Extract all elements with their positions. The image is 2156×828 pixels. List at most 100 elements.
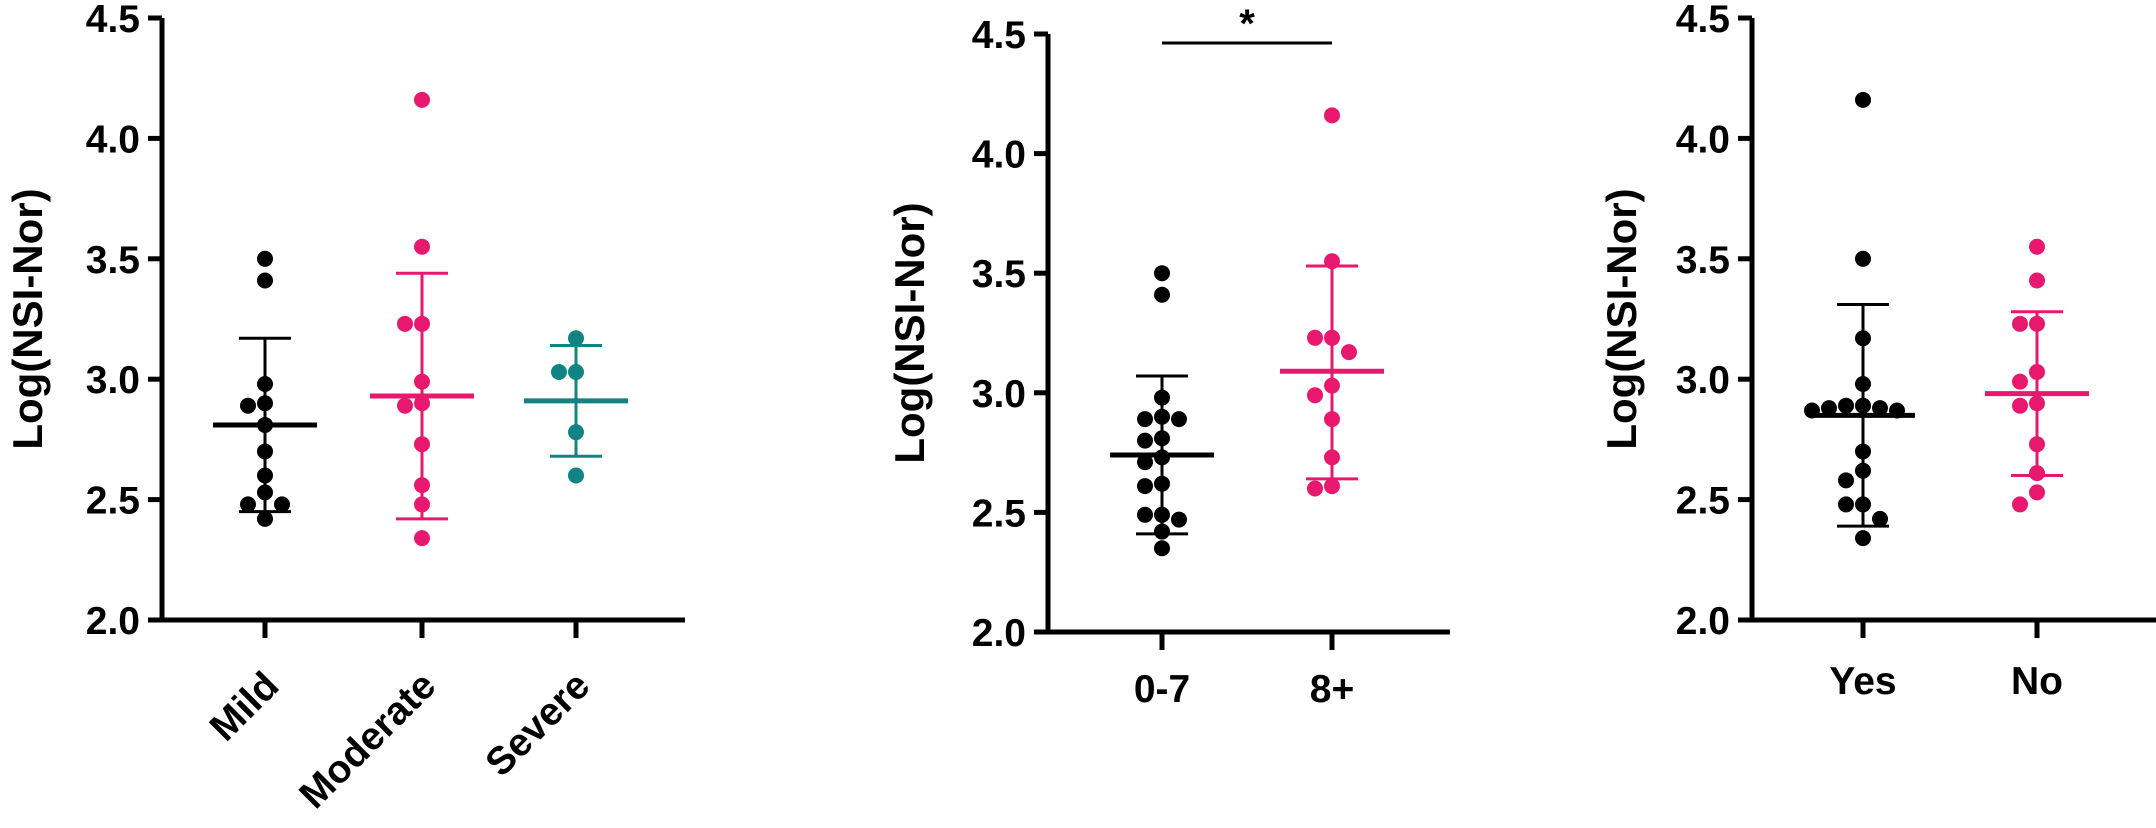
data-point bbox=[2029, 465, 2045, 482]
data-point bbox=[257, 250, 273, 267]
data-point bbox=[1855, 330, 1871, 347]
data-point bbox=[2029, 395, 2045, 412]
y-tick-label: 3.0 bbox=[86, 359, 140, 402]
data-point bbox=[240, 397, 256, 414]
y-tick-label: 2.5 bbox=[1676, 480, 1730, 523]
data-point bbox=[240, 496, 256, 513]
data-point bbox=[568, 467, 584, 484]
data-point bbox=[257, 467, 273, 484]
data-point bbox=[1821, 400, 1837, 417]
data-point bbox=[1855, 91, 1871, 108]
y-axis-label: Log(NSI-Nor) bbox=[4, 188, 51, 449]
data-point bbox=[1154, 389, 1170, 406]
data-point bbox=[551, 363, 567, 380]
data-point bbox=[1154, 506, 1170, 523]
data-point bbox=[2012, 373, 2028, 390]
data-point bbox=[414, 373, 430, 390]
data-point bbox=[414, 91, 430, 108]
data-point bbox=[2029, 238, 2045, 255]
y-tick-label: 4.5 bbox=[86, 0, 140, 41]
data-point bbox=[1307, 480, 1323, 497]
y-tick-label: 4.5 bbox=[1676, 0, 1730, 41]
data-point bbox=[1154, 430, 1170, 447]
data-point bbox=[1855, 462, 1871, 479]
data-point bbox=[397, 397, 413, 414]
data-point bbox=[568, 330, 584, 347]
data-point bbox=[1341, 344, 1357, 361]
data-point bbox=[1872, 510, 1888, 527]
y-tick-label: 4.0 bbox=[1676, 118, 1730, 161]
data-point bbox=[1855, 376, 1871, 393]
data-point bbox=[2029, 484, 2045, 501]
data-point bbox=[1154, 523, 1170, 540]
significance-label: * bbox=[1239, 2, 1255, 46]
y-tick-label: 2.0 bbox=[972, 612, 1026, 655]
y-tick-label: 3.5 bbox=[1676, 239, 1730, 282]
data-point bbox=[1855, 530, 1871, 547]
data-point bbox=[414, 496, 430, 513]
category-label: 0-7 bbox=[1134, 668, 1190, 711]
y-tick-label: 4.5 bbox=[972, 14, 1026, 57]
category-label: Moderate bbox=[291, 664, 444, 817]
data-point bbox=[2012, 496, 2028, 513]
data-point bbox=[1324, 253, 1340, 270]
category-label: No bbox=[2011, 660, 2063, 703]
category-label: Mild bbox=[202, 664, 288, 750]
data-point bbox=[1324, 107, 1340, 124]
y-tick-label: 3.5 bbox=[86, 239, 140, 282]
y-axis-label: Log(NSI-Nor) bbox=[1598, 188, 1645, 449]
y-tick-label: 3.5 bbox=[972, 253, 1026, 296]
data-point bbox=[1855, 496, 1871, 513]
data-point bbox=[568, 363, 584, 380]
data-point bbox=[1838, 496, 1854, 513]
data-point bbox=[1838, 397, 1854, 414]
panel-yes-no: 2.0 2.5 3.0 3.5 4.0 4.5 Log(NSI-Nor) Yes No bbox=[1598, 0, 2156, 703]
data-point bbox=[1855, 397, 1871, 414]
data-point bbox=[1137, 454, 1153, 471]
data-point bbox=[1324, 478, 1340, 495]
data-point bbox=[2029, 363, 2045, 380]
data-point bbox=[1324, 449, 1340, 466]
panel-severity: 2.0 2.5 3.0 3.5 4.0 4.5 Log(NSI-Nor) Mild Modera… bbox=[4, 0, 685, 817]
data-point bbox=[1171, 411, 1187, 428]
data-point bbox=[2012, 397, 2028, 414]
data-point bbox=[257, 272, 273, 289]
data-point bbox=[274, 496, 290, 513]
data-point bbox=[1307, 329, 1323, 346]
data-point bbox=[2029, 315, 2045, 332]
data-point bbox=[1137, 411, 1153, 428]
data-point bbox=[1137, 432, 1153, 449]
data-point bbox=[414, 395, 430, 412]
data-point bbox=[257, 484, 273, 501]
y-tick-label: 2.0 bbox=[1676, 600, 1730, 643]
data-point bbox=[1154, 475, 1170, 492]
y-tick-label: 2.0 bbox=[86, 600, 140, 643]
data-point bbox=[1137, 478, 1153, 495]
data-point bbox=[414, 315, 430, 332]
data-point bbox=[414, 436, 430, 453]
y-axis-label: Log(NSI-Nor) bbox=[886, 202, 933, 463]
category-label: Severe bbox=[477, 664, 598, 785]
y-tick-label: 3.0 bbox=[972, 373, 1026, 416]
data-point bbox=[1171, 511, 1187, 528]
data-point bbox=[1324, 411, 1340, 428]
data-point bbox=[257, 395, 273, 412]
y-tick-label: 3.0 bbox=[1676, 359, 1730, 402]
data-point bbox=[257, 376, 273, 393]
panel-symptom-count: 2.0 2.5 3.0 3.5 4.0 4.5 Log(NSI-Nor) 0-7 8+ * bbox=[886, 2, 1450, 711]
data-point bbox=[1307, 387, 1323, 404]
y-tick-label: 2.5 bbox=[972, 492, 1026, 535]
data-point bbox=[414, 477, 430, 494]
data-point bbox=[568, 424, 584, 441]
data-point bbox=[257, 510, 273, 527]
y-tick-label: 4.0 bbox=[972, 134, 1026, 177]
data-point bbox=[397, 315, 413, 332]
data-point bbox=[1324, 377, 1340, 394]
data-point bbox=[414, 530, 430, 547]
data-point bbox=[1154, 408, 1170, 425]
data-point bbox=[1324, 329, 1340, 346]
y-tick-label: 4.0 bbox=[86, 118, 140, 161]
data-point bbox=[1855, 443, 1871, 460]
data-point bbox=[1855, 250, 1871, 267]
